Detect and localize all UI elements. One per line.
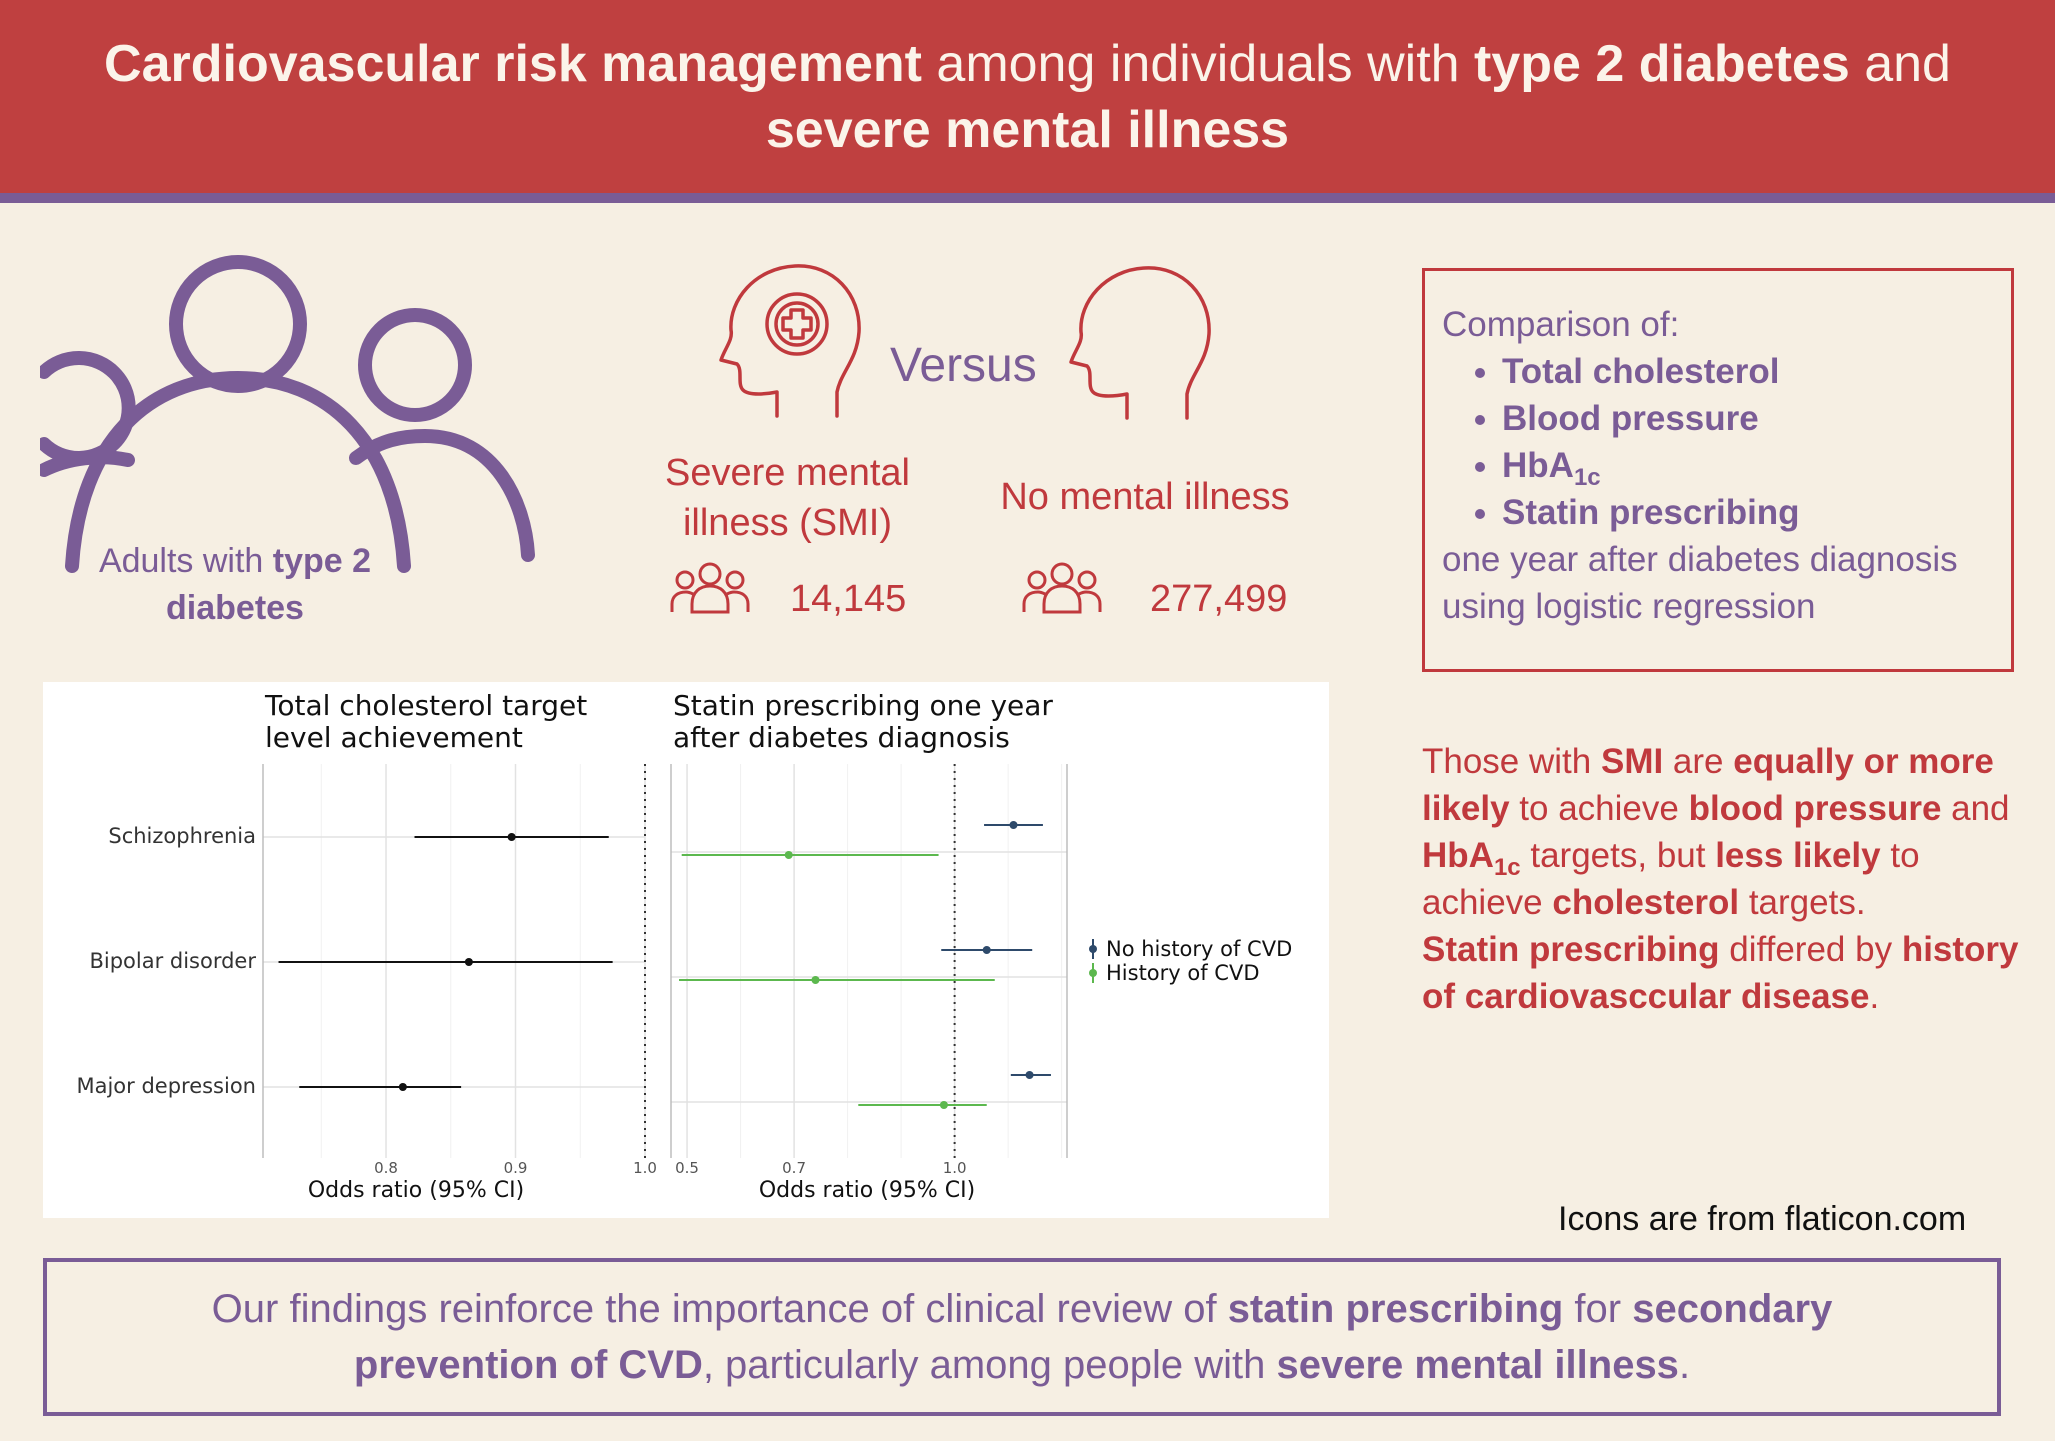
no-mental-illness-count: 277,499	[1150, 578, 1288, 620]
findings-part: cholesterol	[1552, 883, 1740, 922]
legend-label: History of CVD	[1106, 961, 1260, 985]
findings-part: HbA	[1422, 836, 1494, 875]
comparison-item-statin: Statin prescribing	[1502, 493, 1800, 532]
list-item: HbA1c	[1502, 442, 2011, 491]
comparison-list: Total cholesterol Blood pressure HbA1c S…	[1442, 348, 2011, 536]
point-estimate	[398, 1083, 407, 1091]
conclusion-part: severe mental illness	[1276, 1343, 1679, 1387]
findings-part: targets, but	[1520, 836, 1716, 875]
point-estimate	[1009, 821, 1018, 829]
versus-label: Versus	[890, 339, 1037, 392]
conclusion-text: Our findings reinforce the importance of…	[132, 1281, 1912, 1393]
conclusion-part: .	[1678, 1343, 1691, 1387]
findings-part: less likely	[1715, 836, 1881, 875]
conclusion-part: for	[1563, 1287, 1633, 1331]
population-caption-bold: type 2 diabetes	[166, 542, 372, 627]
findings-part: differed by	[1719, 930, 1902, 969]
findings-part: Those with	[1422, 742, 1601, 781]
findings-part: and	[1941, 789, 2010, 828]
population-caption: Adults with type 2 diabetes	[70, 538, 400, 632]
x-tick-label: 0.7	[782, 1159, 806, 1177]
forest-plot-panel: Total cholesterol target level achievemen…	[43, 682, 1329, 1218]
icon-credit: Icons are from flaticon.com	[1558, 1200, 1967, 1238]
findings-text: Those with SMI are equally or more likel…	[1422, 738, 2022, 1020]
findings-part: blood pressure	[1688, 789, 1942, 828]
title-part-3: type 2 diabetes	[1474, 34, 1850, 93]
comparison-box: Comparison of: Total cholesterol Blood p…	[1422, 268, 2014, 672]
list-item: Statin prescribing	[1502, 489, 2011, 536]
people-icon	[670, 562, 750, 614]
findings-part: history of cardiovasccular disease	[1422, 930, 2019, 1016]
title-part-2: among individuals with	[921, 34, 1475, 93]
findings-part: Statin prescribing	[1422, 930, 1720, 969]
title-part-5: severe mental illness	[765, 100, 1290, 159]
hba1c-subscript: 1c	[1573, 464, 1601, 491]
chart-title: Total cholesterol target	[264, 689, 587, 722]
point-estimate	[507, 833, 516, 841]
x-tick-label: 0.9	[504, 1159, 528, 1177]
legend-label: No history of CVD	[1106, 937, 1292, 961]
y-tick-label: Major depression	[76, 1074, 256, 1098]
conclusion-part: , particularly among people with	[702, 1343, 1277, 1387]
comparison-item-blood-pressure: Blood pressure	[1502, 399, 1759, 438]
y-tick-label: Schizophrenia	[108, 824, 256, 848]
point-estimate	[982, 946, 991, 954]
people-icon	[1022, 562, 1102, 614]
chart-title: after diabetes diagnosis	[673, 721, 1010, 754]
conclusion-part: secondary prevention of CVD	[353, 1287, 1833, 1387]
chart-title: level achievement	[265, 721, 523, 754]
page-title: Cardiovascular risk management among ind…	[38, 31, 2018, 163]
head-icon	[1069, 266, 1211, 420]
y-tick-label: Bipolar disorder	[89, 949, 256, 973]
conclusion-part: Our findings reinforce the importance of…	[211, 1287, 1228, 1331]
findings-part: are	[1663, 742, 1734, 781]
findings-part: .	[1869, 977, 1880, 1016]
legend-swatch-dot	[1089, 969, 1097, 977]
findings-part: to achieve	[1422, 836, 1920, 922]
list-item: Blood pressure	[1502, 395, 2011, 442]
hba1c-subscript: 1c	[1493, 854, 1521, 881]
point-estimate	[811, 976, 820, 984]
population-caption-text: Adults with	[98, 542, 273, 580]
smi-count: 14,145	[790, 578, 907, 620]
title-part-1: Cardiovascular risk management	[104, 34, 922, 93]
legend-swatch-dot	[1089, 945, 1097, 953]
comparison-outro: one year after diabetes diagnosis using …	[1442, 540, 1958, 626]
findings-part: equally or more likely	[1422, 742, 1994, 828]
point-estimate	[464, 958, 473, 966]
chart-title: Statin prescribing one year	[673, 689, 1053, 722]
point-estimate	[939, 1101, 948, 1109]
conclusion-part: statin prescribing	[1227, 1287, 1564, 1331]
conclusion-box: Our findings reinforce the importance of…	[43, 1258, 2001, 1416]
x-tick-label: 0.5	[675, 1159, 699, 1177]
comparison-item-cholesterol: Total cholesterol	[1502, 352, 1780, 391]
point-estimate	[784, 851, 793, 859]
no-mental-illness-label: No mental illness	[1000, 476, 1290, 518]
smi-group-label: Severe mental illness (SMI)	[664, 452, 910, 544]
comparison-item-hba1c: HbA	[1502, 446, 1574, 485]
point-estimate	[1025, 1071, 1034, 1079]
findings-part: to achieve	[1509, 789, 1689, 828]
people-group-icon	[40, 255, 535, 573]
findings-part: targets.	[1739, 883, 1866, 922]
x-axis-label: Odds ratio (95% CI)	[308, 1178, 524, 1203]
x-tick-label: 1.0	[943, 1159, 967, 1177]
head-with-cross-icon	[719, 264, 861, 418]
list-item: Total cholesterol	[1502, 348, 2011, 395]
comparison-intro: Comparison of:	[1442, 305, 1680, 344]
x-tick-label: 1.0	[633, 1159, 657, 1177]
findings-part: SMI	[1600, 742, 1664, 781]
page-header: Cardiovascular risk management among ind…	[0, 0, 2055, 203]
x-axis-label: Odds ratio (95% CI)	[759, 1178, 975, 1203]
x-tick-label: 0.8	[374, 1159, 398, 1177]
plot-area	[671, 764, 1067, 1158]
title-part-4: and	[1849, 34, 1951, 93]
